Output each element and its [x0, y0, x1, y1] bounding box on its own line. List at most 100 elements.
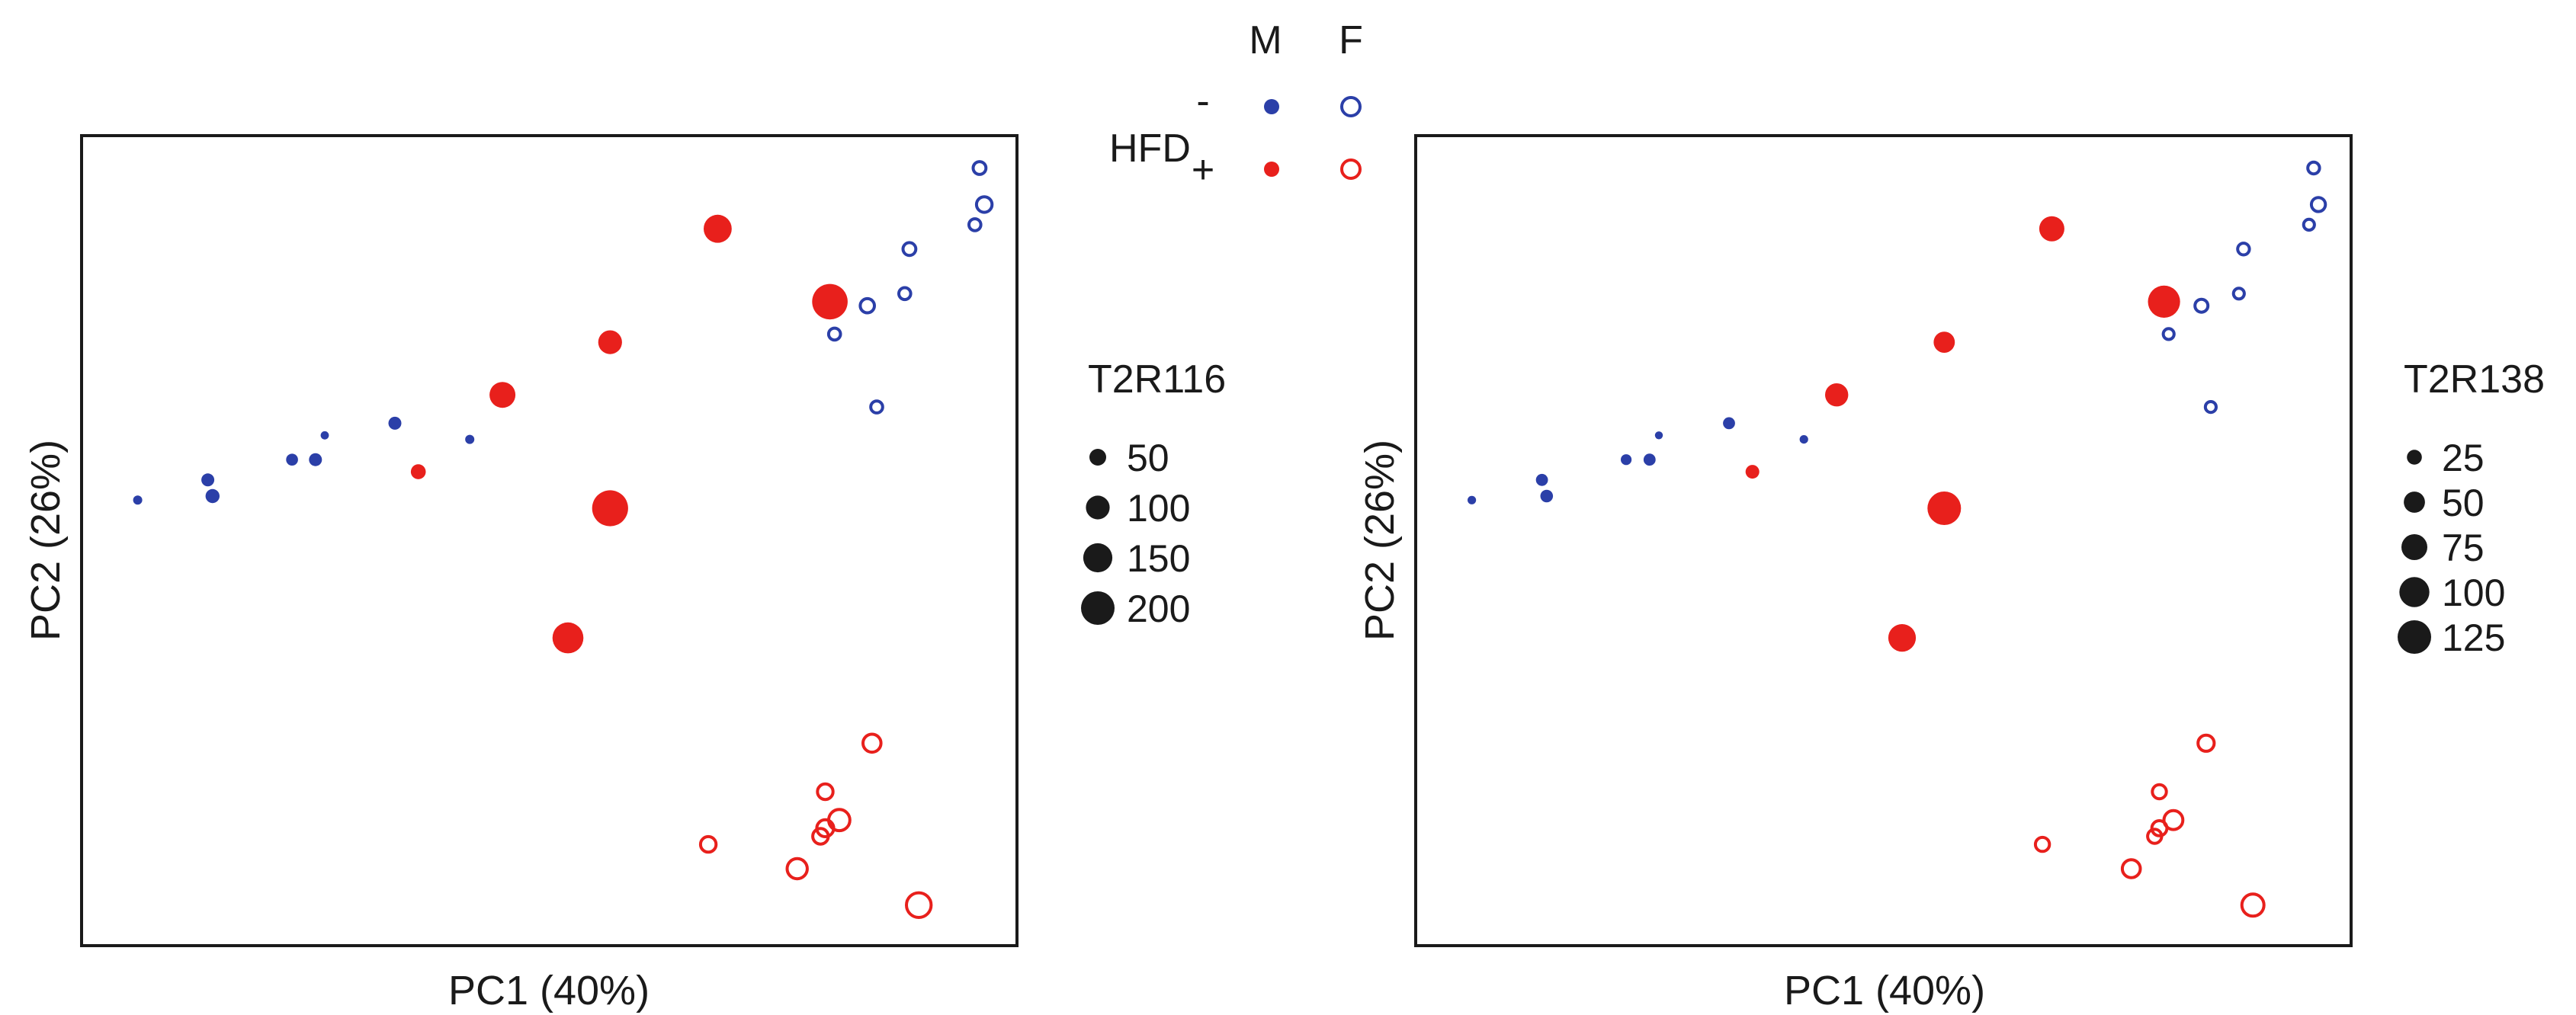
legend-row-plus: +: [1192, 148, 1214, 192]
data-point-mplus-12: [592, 490, 628, 527]
legend-col-female: F: [1339, 18, 1363, 62]
size-legend-label-3: 100: [2442, 572, 2505, 614]
x-axis-label-left: PC1 (40%): [448, 968, 650, 1013]
data-point-mminus-6: [388, 416, 402, 430]
data-point-fminus-15: [2306, 160, 2321, 176]
legend-marker-male-minus: [1264, 99, 1279, 114]
data-point-mminus-2: [1540, 489, 1554, 503]
legend-marker-female-plus: [1340, 158, 1362, 180]
size-legend-label-0: 25: [2442, 437, 2485, 479]
y-axis-label-right: PC2 (26%): [1357, 440, 1403, 641]
points-right: [1468, 160, 2327, 918]
size-legend-label-4: 125: [2442, 616, 2505, 659]
size-legend-marker-1: [2404, 491, 2425, 513]
data-point-fminus-19: [2231, 287, 2246, 301]
data-point-fplus-29: [2120, 858, 2142, 879]
data-point-fplus-27: [2146, 828, 2164, 845]
data-point-mplus-14: [812, 283, 848, 320]
data-point-mminus-6: [1723, 417, 1735, 430]
data-point-mplus-11: [704, 214, 732, 243]
data-point-fminus-19: [897, 286, 913, 302]
data-point-fplus-26: [2150, 819, 2169, 837]
data-point-fminus-20: [858, 296, 876, 315]
data-point-mplus-13: [552, 622, 584, 654]
data-point-mminus-1: [1535, 473, 1548, 486]
data-point-mminus-5: [320, 431, 329, 440]
data-point-fminus-16: [2309, 196, 2327, 213]
plot-frame-right: [1414, 134, 2353, 947]
data-point-fminus-21: [2161, 327, 2176, 341]
data-point-fplus-28: [698, 834, 718, 854]
data-point-mplus-13: [1888, 624, 1917, 652]
legend-marker-female-minus: [1340, 96, 1362, 117]
size-legend-label-2: 150: [1127, 537, 1190, 580]
pca-panel-left: PC1 (40%) PC2 (26%) T2R116 50 100 150 200: [23, 134, 1226, 1013]
data-point-fminus-16: [974, 195, 994, 214]
data-point-fminus-15: [971, 160, 988, 176]
data-point-mplus-8: [410, 464, 426, 479]
data-point-fminus-17: [2302, 217, 2316, 232]
data-point-mminus-5: [1654, 431, 1663, 440]
data-point-fplus-30: [2240, 892, 2266, 918]
data-point-fminus-21: [826, 326, 842, 342]
size-legend-marker-0: [1089, 449, 1106, 466]
legend-marker-male-plus: [1264, 162, 1279, 177]
x-axis-label-right: PC1 (40%): [1784, 968, 1985, 1013]
points-left: [133, 160, 994, 920]
data-point-mminus-2: [205, 488, 220, 504]
size-legend-title-right: T2R138: [2404, 357, 2545, 402]
data-point-fplus-28: [2033, 835, 2051, 853]
plot-frame-left: [80, 134, 1019, 947]
size-legend-marker-0: [2407, 450, 2422, 465]
data-point-fplus-30: [905, 891, 933, 920]
size-legend-label-3: 200: [1127, 588, 1190, 630]
size-legend-left: T2R116 50 100 150 200: [1081, 357, 1226, 630]
data-point-mminus-7: [1799, 435, 1808, 444]
data-point-mplus-11: [2039, 216, 2064, 242]
size-legend-marker-1: [1086, 495, 1110, 520]
size-legend-marker-2: [1083, 543, 1113, 573]
size-legend-label-0: 50: [1127, 437, 1169, 479]
data-point-mplus-9: [1825, 383, 1849, 407]
data-point-fplus-23: [2196, 733, 2216, 753]
size-legend-marker-4: [2398, 620, 2431, 654]
size-legend-marker-3: [2399, 577, 2430, 607]
data-point-fplus-25: [2162, 808, 2185, 831]
data-point-fminus-22: [2203, 400, 2218, 415]
data-point-mplus-9: [489, 382, 516, 408]
data-point-mminus-0: [1468, 495, 1477, 504]
size-legend-marker-3: [1081, 591, 1115, 625]
data-point-mplus-14: [2148, 285, 2180, 318]
data-point-mminus-1: [201, 473, 215, 487]
data-point-mplus-10: [1933, 331, 1955, 353]
data-point-mminus-3: [1621, 454, 1632, 466]
legend-col-male: M: [1249, 18, 1282, 62]
data-point-fplus-27: [811, 827, 830, 846]
size-legend-label-1: 50: [2442, 482, 2485, 524]
data-point-mminus-3: [286, 453, 298, 466]
data-point-fplus-25: [827, 808, 852, 833]
data-point-fminus-22: [869, 399, 884, 415]
size-legend-title-left: T2R116: [1088, 357, 1226, 402]
data-point-mplus-12: [1927, 491, 1962, 525]
group-legend: M F HFD - +: [1109, 18, 1363, 192]
legend-row-title: HFD: [1109, 126, 1191, 171]
data-point-mminus-4: [1643, 453, 1656, 466]
data-point-mplus-8: [1745, 465, 1760, 479]
data-point-fminus-17: [967, 217, 983, 232]
size-legend-label-1: 100: [1127, 487, 1190, 530]
size-legend-marker-2: [2401, 534, 2427, 560]
data-point-mminus-0: [133, 495, 143, 505]
data-point-fminus-18: [2236, 242, 2251, 257]
data-point-fplus-23: [861, 732, 883, 754]
size-legend-label-2: 75: [2442, 527, 2485, 569]
data-point-fplus-29: [785, 857, 809, 881]
data-point-mminus-4: [309, 453, 322, 466]
legend-row-minus: -: [1196, 79, 1209, 123]
data-point-fplus-24: [816, 782, 835, 802]
data-point-fplus-24: [2151, 783, 2168, 801]
data-point-mminus-7: [465, 434, 475, 444]
